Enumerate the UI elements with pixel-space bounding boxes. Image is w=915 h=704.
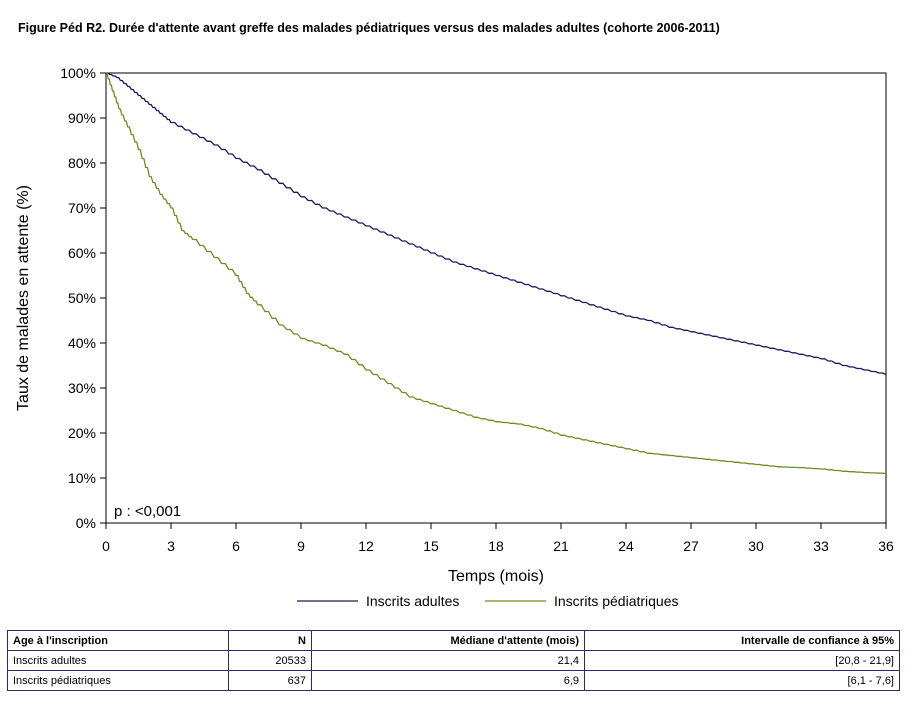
x-tick-label: 0 (102, 538, 110, 554)
y-tick-label: 90% (68, 110, 96, 126)
x-tick-label: 12 (358, 538, 374, 554)
series-line-pediatric (106, 72, 887, 475)
x-tick-label: 9 (297, 538, 305, 554)
table-row: Inscrits adultes 20533 21,4 [20,8 - 21,9… (7, 650, 900, 671)
table-cell: Inscrits pédiatriques (7, 670, 229, 691)
x-axis-label: Temps (mois) (448, 568, 544, 585)
table-header-row: Age à l'inscription N Médiane d'attente … (7, 630, 900, 651)
median-wait-table: Age à l'inscription N Médiane d'attente … (7, 630, 900, 691)
x-tick-label: 15 (423, 538, 439, 554)
table-cell: 21,4 (311, 650, 585, 671)
table-row: Inscrits pédiatriques 637 6,9 [6,1 - 7,6… (7, 670, 900, 691)
x-tick-label: 33 (813, 538, 829, 554)
y-axis: 0% 10% 20% 30% 40% 50% 60% 70% 80% 90% 100% (60, 65, 106, 531)
x-tick-label: 30 (748, 538, 764, 554)
table-header: Intervalle de confiance à 95% (584, 630, 900, 651)
x-tick-label: 3 (167, 538, 175, 554)
y-axis-label: Taux de malades en attente (%) (15, 185, 32, 411)
x-axis: 0 3 6 9 12 15 18 21 24 27 30 33 36 (102, 523, 894, 554)
table-cell: 20533 (228, 650, 312, 671)
table-header: Age à l'inscription (7, 630, 229, 651)
y-tick-label: 80% (68, 155, 96, 171)
x-tick-label: 27 (683, 538, 699, 554)
y-tick-label: 60% (68, 245, 96, 261)
series-line-adults (106, 72, 887, 376)
figure-title: Figure Péd R2. Durée d'attente avant gre… (18, 21, 720, 35)
table-cell: Inscrits adultes (7, 650, 229, 671)
y-tick-label: 50% (68, 290, 96, 306)
y-tick-label: 0% (76, 515, 96, 531)
x-tick-label: 6 (232, 538, 240, 554)
y-tick-label: 70% (68, 200, 96, 216)
plot-frame (105, 72, 887, 524)
legend-label-adults: Inscrits adultes (366, 593, 459, 609)
y-tick-label: 100% (60, 65, 96, 81)
p-value-annotation: p : <0,001 (114, 503, 181, 520)
x-tick-label: 21 (553, 538, 569, 554)
legend: Inscrits adultes Inscrits pédiatriques (297, 593, 679, 609)
x-tick-label: 24 (618, 538, 634, 554)
survival-chart: 0%10%20%30%40%50%60%70%80%90%100% 0 3 6 9 12… (15, 65, 894, 609)
y-tick-label: 10% (68, 470, 96, 486)
y-tick-label: 40% (68, 335, 96, 351)
table-cell: 6,9 (311, 670, 585, 691)
table-cell: [6,1 - 7,6] (584, 670, 900, 691)
table-cell: 637 (228, 670, 312, 691)
series-lines (106, 72, 887, 475)
legend-label-pediatric: Inscrits pédiatriques (554, 593, 679, 609)
y-tick-label: 20% (68, 425, 96, 441)
table-header: N (228, 630, 312, 651)
y-tick-label: 30% (68, 380, 96, 396)
x-tick-label: 36 (878, 538, 894, 554)
x-tick-label: 18 (488, 538, 504, 554)
table-header: Médiane d'attente (mois) (311, 630, 585, 651)
table-cell: [20,8 - 21,9] (584, 650, 900, 671)
